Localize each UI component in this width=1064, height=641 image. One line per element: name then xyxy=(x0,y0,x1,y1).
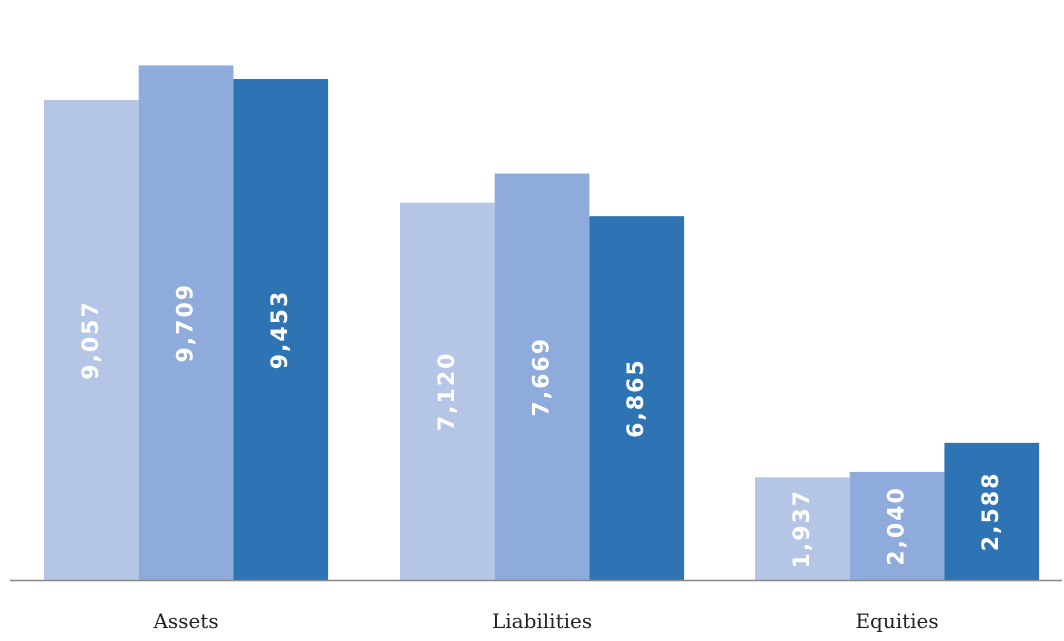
category-label-equities: Equities xyxy=(855,609,938,633)
category-label-assets: Assets xyxy=(152,609,218,633)
bar-liabilities-s1 xyxy=(400,202,495,580)
bar-liabilities-s2 xyxy=(494,173,590,580)
bar-assets-s1 xyxy=(44,99,139,580)
category-label-liabilities: Liabilities xyxy=(492,609,592,633)
category-labels-group: Assets Liabilities Equities xyxy=(152,609,938,633)
value-label-equities-s2: 2,040 xyxy=(885,486,910,566)
bar-equities-s3 xyxy=(944,442,1040,580)
value-label-liabilities-s2: 7,669 xyxy=(530,337,555,417)
bar-liabilities-s3 xyxy=(589,216,685,580)
value-label-equities-s1: 1,937 xyxy=(790,489,815,569)
bar-assets-s3 xyxy=(233,78,329,580)
bar-value-labels-group: 9,057 9,709 9,453 7,120 7,669 6,865 1,937 2,040… xyxy=(79,283,1004,569)
bars-group xyxy=(44,65,1040,581)
value-label-assets-s3: 9,453 xyxy=(268,290,293,370)
bar-equities-s2 xyxy=(849,471,945,580)
value-label-assets-s2: 9,709 xyxy=(174,283,199,363)
bar-equities-s1 xyxy=(755,477,850,580)
value-label-assets-s1: 9,057 xyxy=(79,300,104,380)
value-label-liabilities-s3: 6,865 xyxy=(624,358,649,438)
bar-assets-s2 xyxy=(138,65,234,581)
value-label-liabilities-s1: 7,120 xyxy=(435,352,460,432)
value-label-equities-s3: 2,588 xyxy=(979,472,1004,552)
